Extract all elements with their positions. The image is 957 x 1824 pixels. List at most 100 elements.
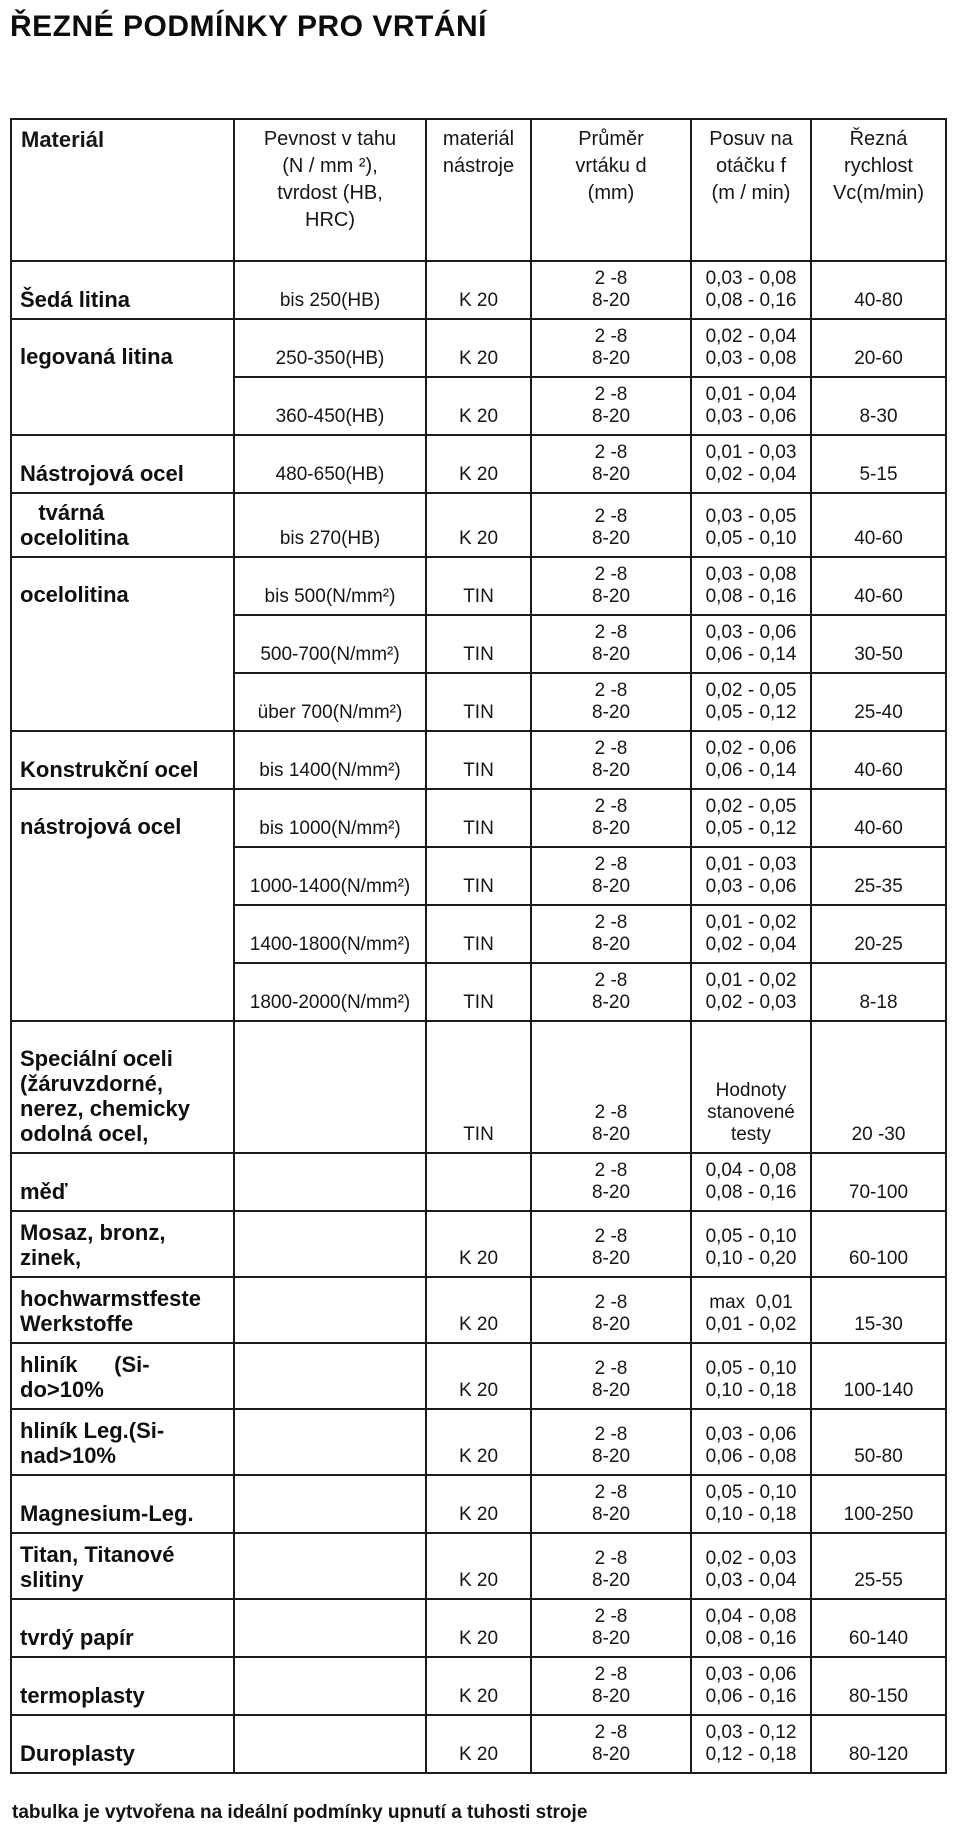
cutting-speed-cell: 20 -30 — [810, 1020, 947, 1154]
drill-diameter-cell: 2 -8 8-20 — [530, 788, 692, 848]
drill-diameter-cell: 2 -8 8-20 — [530, 846, 692, 906]
drill-diameter-cell: 2 -8 8-20 — [530, 904, 692, 964]
material-cell: Speciální oceli (žáruvzdorné, nerez, che… — [10, 1020, 235, 1154]
feed-per-rev-cell: 0,03 - 0,06 0,06 - 0,16 — [690, 1656, 812, 1716]
cutting-speed-cell: 8-30 — [810, 376, 947, 436]
table-row: Nástrojová ocel 480-650(HB) K 20 2 -8 8-20 0… — [10, 434, 947, 494]
drill-diameter-cell: 2 -8 8-20 — [530, 1342, 692, 1410]
table-row: 1000-1400(N/mm²) TIN 2 -8 8-20 0,01 - 0,03 … — [11, 846, 947, 906]
feed-per-rev-cell: 0,05 - 0,10 0,10 - 0,18 — [690, 1474, 812, 1534]
drill-diameter-cell: 2 -8 8-20 — [530, 434, 692, 494]
tool-material-cell: K 20 — [425, 260, 532, 320]
drill-diameter-cell: 2 -8 8-20 — [530, 376, 692, 436]
tool-material-cell: K 20 — [425, 434, 532, 494]
cutting-speed-cell: 40-80 — [810, 260, 947, 320]
table-row: Speciální oceli (žáruvzdorné, nerez, che… — [10, 1020, 947, 1154]
table-row: nástrojová ocel bis 1000(N/mm²) TIN 2 -8 8-… — [10, 788, 947, 1022]
tensile-strength-cell: 500-700(N/mm²) — [233, 614, 427, 674]
tool-material-cell — [425, 1152, 532, 1212]
tool-material-cell: K 20 — [425, 1598, 532, 1658]
feed-per-rev-cell: 0,01 - 0,02 0,02 - 0,04 — [690, 904, 812, 964]
cutting-speed-cell: 40-60 — [810, 556, 947, 616]
table-row: 1800-2000(N/mm²) TIN 2 -8 8-20 0,01 - 0,02 … — [11, 962, 947, 1022]
tool-material-cell: K 20 — [425, 1342, 532, 1410]
material-cell: termoplasty — [10, 1656, 235, 1716]
table-row: hliník Leg.(Si- nad>10% K 20 2 -8 8-20 0,03… — [10, 1408, 947, 1476]
cutting-speed-cell: 5-15 — [810, 434, 947, 494]
material-cell: hochwarmstfeste Werkstoffe — [10, 1276, 235, 1344]
page-title: ŘEZNÉ PODMÍNKY PRO VRTÁNÍ — [10, 10, 487, 43]
feed-per-rev-cell: 0,02 - 0,03 0,03 - 0,04 — [690, 1532, 812, 1600]
table-row: ocelolitina bis 500(N/mm²) TIN 2 -8 8-20 0,0… — [10, 556, 947, 732]
tensile-strength-cell — [233, 1598, 427, 1658]
tensile-strength-cell: 250-350(HB) — [233, 318, 427, 378]
cutting-speed-cell: 40-60 — [810, 788, 947, 848]
material-cell: tvrdý papír — [10, 1598, 235, 1658]
drill-diameter-cell: 2 -8 8-20 — [530, 260, 692, 320]
drill-diameter-cell: 2 -8 8-20 — [530, 1408, 692, 1476]
material-cell: Konstrukční ocel — [10, 730, 235, 790]
footnote: tabulka je vytvořena na ideální podmínky… — [12, 1802, 588, 1823]
cutting-speed-cell: 30-50 — [810, 614, 947, 674]
drill-diameter-cell: 2 -8 8-20 — [530, 1020, 692, 1154]
drill-diameter-cell: 2 -8 8-20 — [530, 1276, 692, 1344]
tool-material-cell: K 20 — [425, 1408, 532, 1476]
header-row: Materiál Pevnost v tahu (N / mm ²), tvrdo… — [10, 118, 947, 262]
tensile-strength-cell: bis 1000(N/mm²) — [233, 788, 427, 848]
feed-per-rev-cell: 0,05 - 0,10 0,10 - 0,18 — [690, 1342, 812, 1410]
cutting-speed-cell: 60-100 — [810, 1210, 947, 1278]
drill-diameter-cell: 2 -8 8-20 — [530, 1714, 692, 1774]
cutting-speed-cell: 20-60 — [810, 318, 947, 378]
cutting-speed-cell: 100-140 — [810, 1342, 947, 1410]
tool-material-cell: TIN — [425, 672, 532, 732]
tool-material-cell: K 20 — [425, 318, 532, 378]
feed-per-rev-cell: 0,01 - 0,03 0,02 - 0,04 — [690, 434, 812, 494]
drill-diameter-cell: 2 -8 8-20 — [530, 556, 692, 616]
tool-material-cell: K 20 — [425, 1532, 532, 1600]
tensile-strength-cell: über 700(N/mm²) — [233, 672, 427, 732]
table-row: 360-450(HB) K 20 2 -8 8-20 0,01 - 0,04 0,03… — [11, 376, 947, 436]
tensile-strength-cell: bis 270(HB) — [233, 492, 427, 558]
material-cell: hliník (Si- do>10% — [10, 1342, 235, 1410]
material-cell: tvárná ocelolitina — [10, 492, 235, 558]
tool-material-cell: TIN — [425, 904, 532, 964]
tool-material-cell: K 20 — [425, 376, 532, 436]
feed-per-rev-cell: 0,03 - 0,08 0,08 - 0,16 — [690, 260, 812, 320]
table-row: tvárná ocelolitina bis 270(HB) K 20 2 -8 8-… — [10, 492, 947, 558]
feed-per-rev-cell: 0,01 - 0,03 0,03 - 0,06 — [690, 846, 812, 906]
table-row: Konstrukční ocel bis 1400(N/mm²) TIN 2 -8 8… — [10, 730, 947, 790]
material-cell: ocelolitina — [10, 556, 235, 732]
drill-diameter-cell: 2 -8 8-20 — [530, 1656, 692, 1716]
material-cell: Šedá litina — [10, 260, 235, 320]
cutting-speed-cell: 15-30 — [810, 1276, 947, 1344]
drill-diameter-cell: 2 -8 8-20 — [530, 1598, 692, 1658]
drill-diameter-cell: 2 -8 8-20 — [530, 318, 692, 378]
feed-per-rev-cell: 0,03 - 0,06 0,06 - 0,08 — [690, 1408, 812, 1476]
column-header-tool: materiál nástroje — [425, 118, 532, 262]
tensile-strength-cell — [233, 1020, 427, 1154]
tool-material-cell: TIN — [425, 556, 532, 616]
cutting-speed-cell: 25-35 — [810, 846, 947, 906]
material-cell: nástrojová ocel — [10, 788, 235, 1022]
feed-per-rev-cell: 0,01 - 0,02 0,02 - 0,03 — [690, 962, 812, 1022]
drill-diameter-cell: 2 -8 8-20 — [530, 962, 692, 1022]
column-header-speed: Řezná rychlost Vc(m/min) — [810, 118, 947, 262]
cutting-speed-cell: 100-250 — [810, 1474, 947, 1534]
tool-material-cell: K 20 — [425, 1210, 532, 1278]
drill-diameter-cell: 2 -8 8-20 — [530, 672, 692, 732]
table-row: Duroplasty K 20 2 -8 8-20 0,03 - 0,12 0,12 … — [10, 1714, 947, 1774]
tensile-strength-cell — [233, 1714, 427, 1774]
tool-material-cell: TIN — [425, 962, 532, 1022]
feed-per-rev-cell: 0,02 - 0,05 0,05 - 0,12 — [690, 788, 812, 848]
feed-per-rev-cell: 0,03 - 0,08 0,08 - 0,16 — [690, 556, 812, 616]
material-cell: Magnesium-Leg. — [10, 1474, 235, 1534]
tensile-strength-cell — [233, 1210, 427, 1278]
table-body: Šedá litina bis 250(HB) K 20 2 -8 8-20 0,03 … — [10, 260, 947, 1774]
drill-diameter-cell: 2 -8 8-20 — [530, 730, 692, 790]
cutting-speed-cell: 70-100 — [810, 1152, 947, 1212]
tensile-strength-cell — [233, 1276, 427, 1344]
cutting-speed-cell: 40-60 — [810, 492, 947, 558]
column-header-feed: Posuv na otáčku f (m / min) — [690, 118, 812, 262]
tensile-strength-cell — [233, 1656, 427, 1716]
